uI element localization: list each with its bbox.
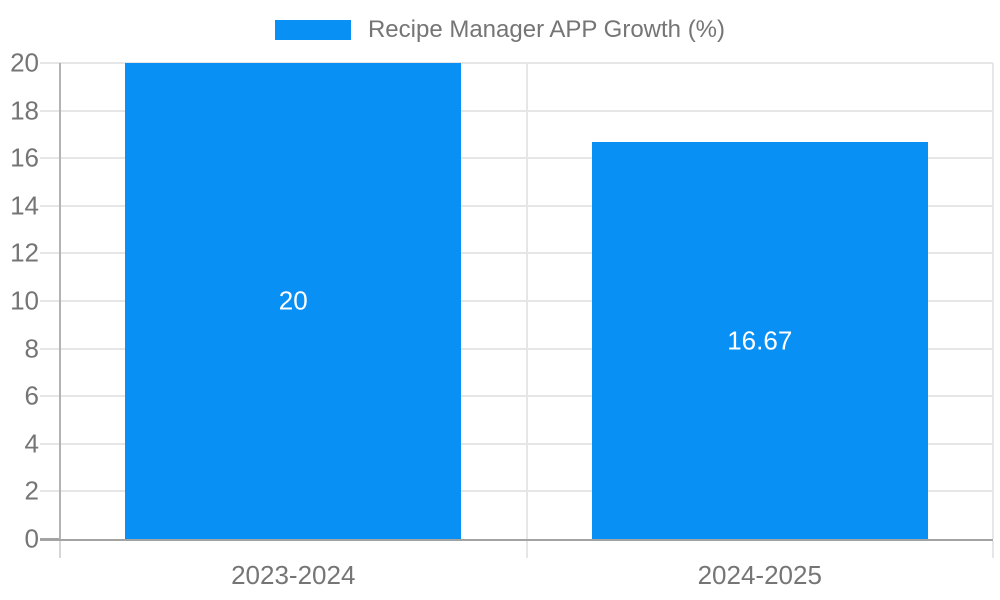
legend-label: Recipe Manager APP Growth (%) (367, 16, 726, 43)
y-tick-label: 8 (24, 333, 39, 364)
y-axis-line (59, 63, 61, 541)
x-tick-label: 2024-2025 (697, 560, 822, 590)
bar-value-label: 20 (278, 285, 308, 316)
y-axis-tick (40, 347, 60, 350)
y-tick-label: 2 (24, 475, 39, 506)
y-tick-label: 16 (10, 142, 39, 173)
y-tick-label: 6 (24, 380, 39, 411)
x-gridline (992, 63, 994, 539)
y-axis-tick (40, 157, 60, 160)
y-tick-label: 10 (10, 285, 39, 316)
chart-legend: Recipe Manager APP Growth (%) (0, 16, 1000, 43)
y-tick-label: 20 (10, 47, 39, 78)
x-axis-line (40, 539, 993, 541)
legend-swatch (274, 20, 351, 40)
y-axis-tick (40, 300, 60, 302)
y-axis-tick (40, 204, 60, 207)
bar-2024-2025[interactable] (591, 142, 928, 539)
x-axis-tick (992, 541, 994, 558)
y-axis-tick (40, 109, 60, 112)
bar-value-label: 16.67 (727, 325, 793, 356)
x-tick-label: 2023-2024 (231, 560, 356, 590)
y-axis-tick (40, 442, 60, 445)
y-tick-label: 4 (24, 428, 39, 459)
y-tick-label: 12 (10, 237, 39, 268)
y-tick-label: 14 (10, 190, 39, 221)
bar-2023-2024[interactable] (125, 63, 462, 539)
y-tick-label: 18 (10, 95, 39, 126)
x-axis-tick (59, 541, 61, 558)
y-axis-tick (40, 395, 60, 398)
y-axis-tick (40, 252, 60, 255)
y-axis-tick (40, 490, 60, 493)
x-axis-tick (525, 541, 528, 558)
y-tick-label: 0 (24, 523, 39, 554)
x-gridline (525, 63, 528, 539)
y-axis-tick (40, 62, 60, 64)
